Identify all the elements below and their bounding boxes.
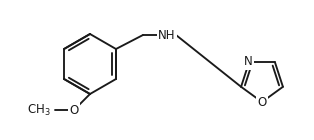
Text: NH: NH (158, 29, 176, 41)
Text: CH$_3$: CH$_3$ (27, 102, 51, 118)
Text: N: N (244, 55, 252, 68)
Text: O: O (69, 103, 78, 116)
Text: O: O (257, 96, 267, 109)
